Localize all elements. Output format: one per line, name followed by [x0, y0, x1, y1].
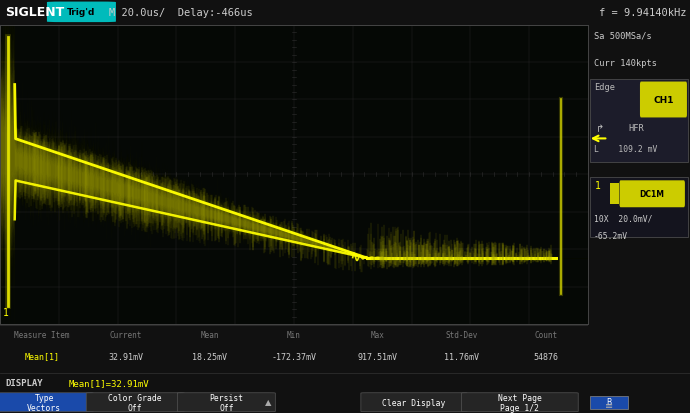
FancyBboxPatch shape [590, 178, 688, 237]
Text: Sa 500MSa/s: Sa 500MSa/s [594, 31, 652, 40]
Text: DC1M: DC1M [640, 190, 664, 199]
Text: Max: Max [371, 330, 385, 339]
Text: 11.76mV: 11.76mV [444, 352, 480, 361]
Text: Trig'd: Trig'd [67, 8, 96, 17]
FancyBboxPatch shape [462, 393, 578, 412]
Text: Mean[1]=32.91mV: Mean[1]=32.91mV [69, 378, 150, 387]
FancyBboxPatch shape [86, 393, 184, 412]
Text: CH1: CH1 [653, 96, 673, 105]
FancyBboxPatch shape [47, 2, 116, 23]
Text: 1: 1 [3, 307, 9, 317]
Text: Curr 140kpts: Curr 140kpts [594, 59, 657, 67]
Text: Mean[1]: Mean[1] [24, 352, 59, 361]
FancyBboxPatch shape [361, 393, 467, 412]
Text: f = 9.94140kHz: f = 9.94140kHz [599, 8, 687, 18]
FancyBboxPatch shape [620, 181, 685, 208]
Text: 32.91mV: 32.91mV [108, 352, 144, 361]
Text: Next Page
Page 1/2: Next Page Page 1/2 [498, 393, 542, 412]
Text: DISPLAY: DISPLAY [6, 378, 43, 387]
Text: Edge: Edge [594, 82, 615, 91]
Text: ↱: ↱ [596, 124, 604, 134]
Text: M 20.0us/  Delay:-466us: M 20.0us/ Delay:-466us [109, 8, 253, 18]
Text: Count: Count [534, 330, 558, 339]
Text: Measure Item: Measure Item [14, 330, 70, 339]
FancyBboxPatch shape [611, 184, 618, 205]
Text: Clear Display: Clear Display [382, 398, 446, 407]
Text: B: B [606, 397, 611, 406]
Text: Type
Vectors: Type Vectors [27, 393, 61, 412]
Text: SIGLENT: SIGLENT [6, 6, 65, 19]
Text: Std-Dev: Std-Dev [446, 330, 478, 339]
FancyBboxPatch shape [0, 393, 93, 412]
Text: L    109.2 mV: L 109.2 mV [594, 145, 658, 154]
Text: Color Grade
Off: Color Grade Off [108, 393, 162, 412]
Text: Current: Current [110, 330, 142, 339]
FancyBboxPatch shape [590, 79, 688, 163]
Text: Persist
Off: Persist Off [209, 393, 244, 412]
Text: ≡: ≡ [604, 401, 613, 411]
Text: Mean: Mean [201, 330, 219, 339]
Text: -65.2mV: -65.2mV [594, 232, 628, 241]
Text: 54876: 54876 [533, 352, 558, 361]
Text: 18.25mV: 18.25mV [193, 352, 228, 361]
FancyBboxPatch shape [177, 393, 275, 412]
FancyBboxPatch shape [640, 82, 687, 118]
Text: HFR: HFR [629, 124, 644, 133]
Text: ▲: ▲ [264, 397, 271, 406]
Text: 10X  20.0mV/: 10X 20.0mV/ [594, 214, 653, 223]
Text: 917.51mV: 917.51mV [358, 352, 398, 361]
FancyBboxPatch shape [590, 396, 628, 409]
Text: -172.37mV: -172.37mV [271, 352, 317, 361]
Text: Min: Min [287, 330, 301, 339]
Text: 1: 1 [595, 181, 601, 191]
